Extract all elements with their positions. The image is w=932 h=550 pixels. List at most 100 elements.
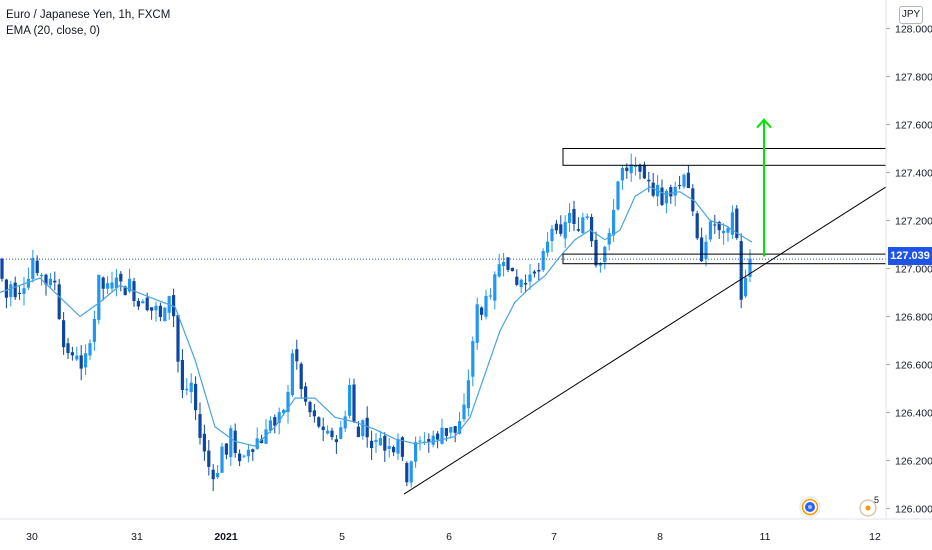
ema-line <box>0 186 753 447</box>
candle-body <box>493 274 497 301</box>
candle-body <box>748 258 752 277</box>
candle-body <box>260 439 264 444</box>
candle-body <box>625 167 629 172</box>
candle-body <box>348 384 352 416</box>
candle-body <box>295 349 299 362</box>
candle-body <box>629 164 633 174</box>
candle-body <box>598 263 602 266</box>
y-tick-label: 126.800 <box>895 312 932 324</box>
candle-body <box>312 410 316 417</box>
up-arrow-head <box>756 118 772 129</box>
candle-body <box>449 426 453 433</box>
candle-body <box>299 363 303 390</box>
candle-body <box>440 427 444 444</box>
candle-body <box>405 463 409 483</box>
settings-badge-icon[interactable]: 5 <box>858 496 882 518</box>
symbol-title[interactable]: Euro / Japanese Yen, 1h, FXCM <box>6 9 171 21</box>
candle-body <box>136 300 140 307</box>
y-tick-label: 127.600 <box>895 120 932 132</box>
candle-body <box>519 279 523 288</box>
x-tick-label: 12 <box>869 531 881 543</box>
candle-body <box>198 414 202 438</box>
candle-body <box>475 304 479 343</box>
candle-body <box>150 307 154 311</box>
candle-body <box>70 352 74 356</box>
candle-body <box>26 278 30 288</box>
candle-body <box>462 404 466 420</box>
candle-body <box>339 427 343 439</box>
y-tick-label: 127.000 <box>895 264 932 276</box>
candle-body <box>4 279 8 298</box>
candle-body <box>229 428 233 458</box>
candle-body <box>158 305 162 317</box>
candle-body <box>62 320 66 348</box>
candle-body <box>682 174 686 187</box>
candle-body <box>431 435 435 445</box>
candle-body <box>471 341 475 377</box>
candle-body <box>84 353 88 368</box>
x-tick-label: 5 <box>339 531 345 543</box>
candle-body <box>66 343 70 354</box>
candle-body <box>664 190 668 204</box>
y-tick-label: 127.800 <box>895 72 932 84</box>
candle-body <box>154 305 158 311</box>
candle-body <box>242 455 246 457</box>
tradingview-logo-icon[interactable] <box>799 496 821 518</box>
candle-body <box>180 359 184 390</box>
indicator-label[interactable]: EMA (20, close, 0) <box>6 25 100 37</box>
candle-body <box>282 410 286 414</box>
candle-body <box>572 208 576 225</box>
currency-button[interactable]: JPY <box>899 6 923 24</box>
candle-body <box>488 295 492 297</box>
candle-body <box>642 164 646 179</box>
trendline[interactable] <box>403 186 887 495</box>
candle-body <box>79 355 83 369</box>
candle-body <box>128 278 132 292</box>
candle-body <box>211 469 215 480</box>
candle-body <box>0 258 4 279</box>
candle-body <box>466 380 470 409</box>
candle-body <box>726 228 730 233</box>
candle-body <box>31 257 35 280</box>
candle-body <box>75 355 79 360</box>
candle-body <box>251 449 255 452</box>
candle-body <box>114 277 118 289</box>
candle-body <box>515 276 519 285</box>
candle-body <box>92 318 96 342</box>
y-tick-label: 127.200 <box>895 216 932 228</box>
candle-body <box>290 353 294 396</box>
last-price-badge: 127.039 <box>888 247 932 265</box>
candle-body <box>18 292 22 295</box>
candle-body <box>317 417 321 427</box>
candle-body <box>356 426 360 438</box>
candle-body <box>308 402 312 413</box>
candle-body <box>396 439 400 454</box>
y-tick-label: 126.200 <box>895 456 932 468</box>
candle-body <box>48 278 52 286</box>
candle-body <box>722 230 726 234</box>
candle-body <box>44 274 48 285</box>
candle-body <box>708 221 712 240</box>
candle-body <box>378 438 382 446</box>
candle-body <box>106 283 110 289</box>
candle-body <box>194 383 198 411</box>
x-tick-label: 7 <box>551 531 557 543</box>
candle-body <box>607 233 611 245</box>
x-tick-label: 8 <box>657 531 663 543</box>
candle-body <box>277 412 281 423</box>
candle-body <box>524 282 528 285</box>
candle-body <box>528 274 532 282</box>
candle-body <box>370 440 374 448</box>
y-tick-label: 128.000 <box>895 24 932 36</box>
candle-body <box>220 446 224 473</box>
candle-body <box>224 443 228 455</box>
candle-body <box>616 181 620 210</box>
candle-body <box>22 288 26 294</box>
candle-body <box>730 212 734 235</box>
candle-body <box>273 417 277 426</box>
candle-body <box>216 473 220 478</box>
candle-body <box>620 168 624 181</box>
candle-body <box>673 186 677 196</box>
candle-body <box>427 439 431 443</box>
